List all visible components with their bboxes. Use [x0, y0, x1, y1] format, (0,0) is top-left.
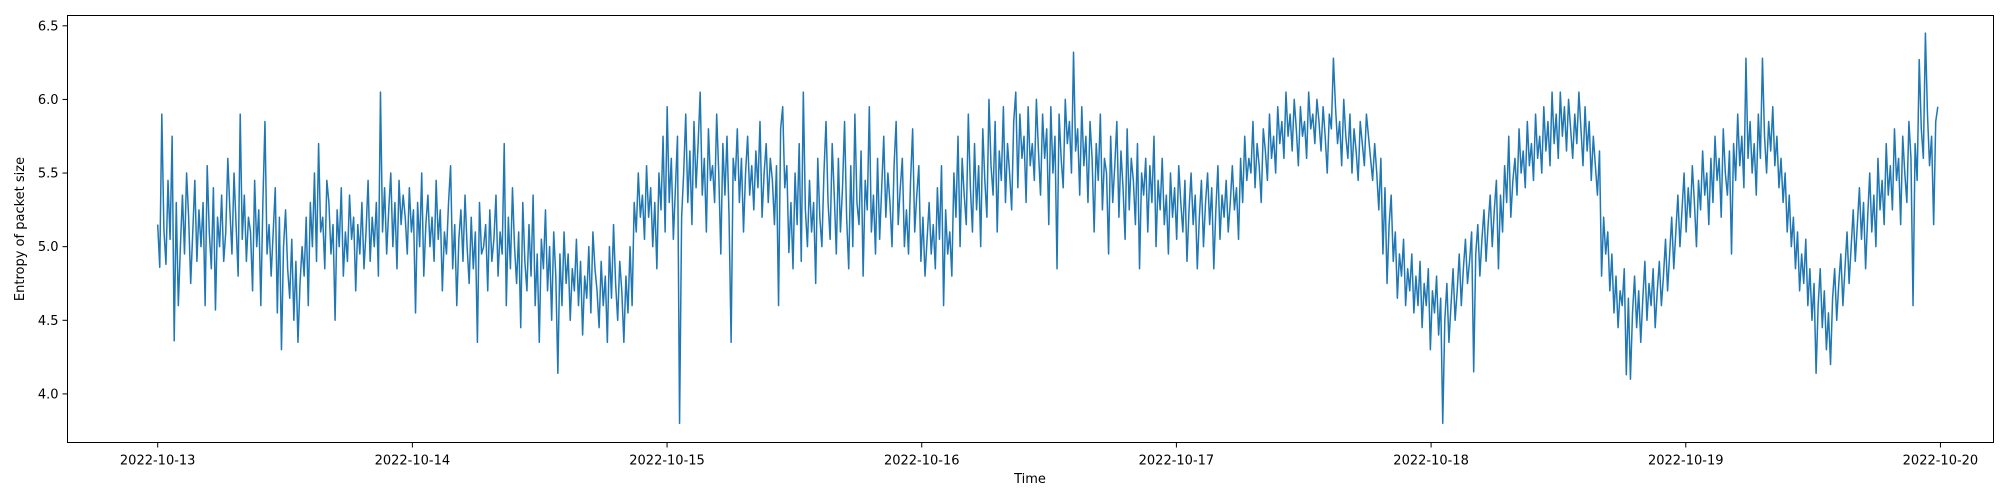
plot-frame: [67, 15, 1994, 443]
x-tick-label: 2022-10-17: [1139, 454, 1215, 469]
entropy-series-line: [156, 32, 1939, 425]
x-tick-label: 2022-10-18: [1393, 454, 1469, 469]
x-tick-label: 2022-10-13: [120, 454, 196, 469]
y-tick-label: 4.5: [38, 314, 59, 329]
plot-area: [67, 15, 1994, 443]
y-tick-label: 6.5: [38, 19, 59, 34]
x-tick-label: 2022-10-20: [1903, 454, 1979, 469]
y-tick-label: 6.0: [38, 93, 59, 108]
x-tick-label: 2022-10-16: [884, 454, 960, 469]
y-axis-label: Entropy of packet size: [13, 157, 28, 301]
x-tick-label: 2022-10-15: [629, 454, 705, 469]
x-tick-label: 2022-10-19: [1648, 454, 1724, 469]
y-tick-label: 5.5: [38, 167, 59, 182]
x-tick-label: 2022-10-14: [375, 454, 451, 469]
x-axis-label: Time: [1013, 472, 1046, 487]
y-tick-label: 5.0: [38, 240, 59, 255]
y-tick-label: 4.0: [38, 387, 59, 402]
y-axis-ticks: 4.0 4.5 5.0 5.5 6.0 6.5: [38, 19, 68, 402]
x-axis-ticks: 2022-10-13 2022-10-14 2022-10-15 2022-10-16…: [120, 442, 1979, 469]
